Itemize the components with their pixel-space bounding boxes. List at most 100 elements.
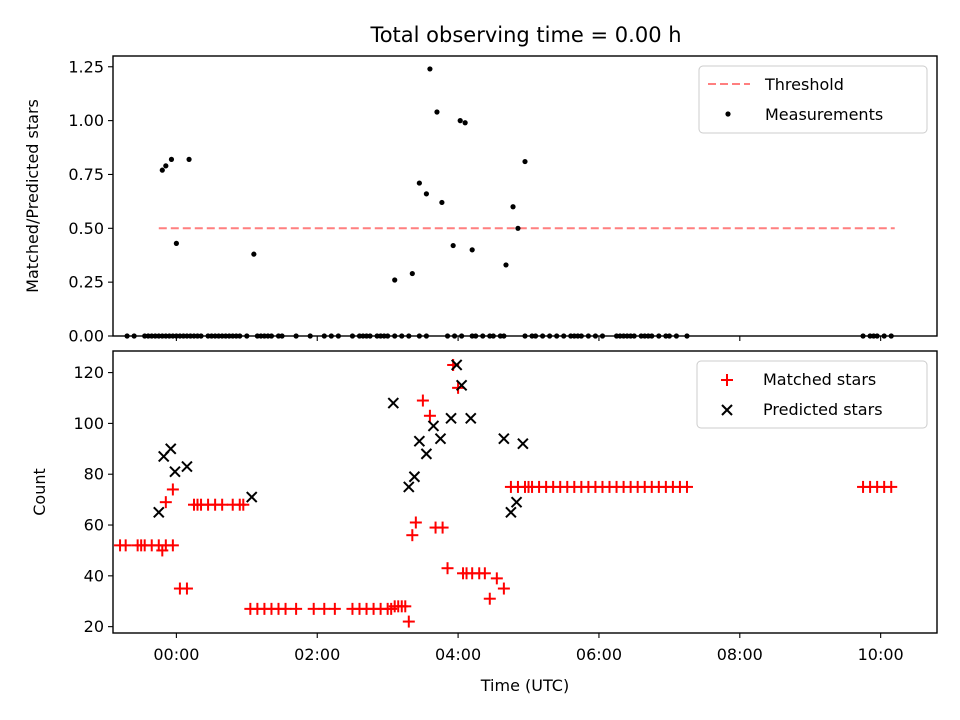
count-plot-frame: [112, 350, 938, 634]
matched-stars-point: [409, 516, 422, 529]
predicted-stars-point: [169, 465, 181, 478]
matched-stars-point: [680, 480, 693, 493]
measurements-point: [451, 333, 458, 339]
count-x-axis: 00:00 02:00 04:00 06:00 08:00 10:00: [153, 633, 904, 664]
count-panel: 20 40 60 80 100 120 00:00 02:00 04:00 06:00 08:00…: [30, 350, 938, 695]
x-tick-label: 00:00: [153, 645, 199, 664]
measurements-point: [335, 333, 341, 339]
predicted-stars-point: [403, 481, 415, 493]
measurements-point: [473, 333, 479, 339]
measurements-point: [268, 333, 275, 339]
measurements-point: [173, 240, 179, 246]
ratio-x-axis: [175, 336, 882, 341]
measurements-point: [321, 333, 327, 339]
ratio-y-tick-label: 1.25: [68, 57, 104, 76]
measurements-point: [349, 333, 356, 339]
predicted-stars-point: [420, 448, 433, 460]
measurements-point: [631, 333, 637, 339]
ratio-y-axis-label: Matched/Predicted stars: [23, 99, 42, 293]
count-y-tick-label: 80: [84, 465, 104, 484]
matched-stars-point: [307, 602, 320, 615]
count-legend-box: [696, 360, 928, 429]
measurements-point: [578, 333, 584, 339]
x-tick-label: 04:00: [435, 645, 481, 664]
measurements-point: [293, 333, 299, 339]
matched-stars-point: [402, 615, 415, 628]
measurements-point: [416, 180, 422, 186]
measurements-point: [860, 333, 866, 339]
measurements-point: [599, 333, 606, 339]
measurements-point: [592, 333, 599, 339]
matched-stars-point: [237, 498, 250, 511]
count-y-tick-label: 120: [73, 363, 104, 382]
measurements-point: [540, 333, 546, 339]
predicted-stars-point: [445, 412, 457, 425]
matched-stars-point: [885, 480, 898, 493]
predicted-stars-point: [455, 379, 468, 392]
measurements-point: [237, 333, 243, 339]
matched-stars-point: [497, 582, 510, 595]
predicted-stars-point: [450, 359, 463, 371]
measurements-point: [673, 333, 680, 339]
measurements-point: [385, 333, 391, 339]
measurements-point: [462, 120, 468, 126]
count-y-tick-label: 60: [84, 516, 104, 535]
matched-stars-point: [328, 602, 341, 615]
measurements-point: [490, 333, 496, 339]
measurements-point: [888, 333, 894, 339]
matched-stars-point: [318, 602, 331, 615]
measurements-legend-swatch: [725, 111, 731, 117]
x-tick-label: 08:00: [717, 645, 763, 664]
matched-stars-point: [166, 539, 179, 552]
measurements-point: [427, 66, 433, 72]
measurements-point: [131, 333, 137, 339]
predicted-legend-label: Predicted stars: [763, 400, 883, 419]
measurements-point: [585, 333, 591, 339]
matched-stars-point: [290, 602, 303, 615]
measurements-point: [198, 333, 204, 339]
measurements-point: [409, 270, 415, 277]
matched-stars-point: [166, 483, 179, 496]
matched-stars-point: [159, 496, 172, 509]
measurements-point: [168, 156, 175, 162]
predicted-stars-point: [165, 443, 177, 455]
measurements-point: [416, 333, 422, 339]
measurements-point: [480, 333, 486, 339]
count-series-layer: [114, 358, 898, 628]
measurements-point: [532, 333, 539, 339]
ratio-y-tick-label: 0.25: [68, 273, 104, 292]
matched-stars-point: [406, 529, 419, 542]
measurements-point: [307, 333, 313, 339]
ratio-y-axis: 0.00 0.25 0.50 0.75 1.00 1.25: [68, 57, 113, 346]
predicted-stars-point: [510, 496, 523, 508]
measurements-point: [522, 158, 528, 165]
predicted-stars-point: [465, 412, 477, 425]
measurements-point: [510, 204, 516, 210]
matched-legend-swatch: [721, 374, 733, 386]
measurements-point: [392, 333, 398, 339]
measurements-point: [547, 333, 553, 339]
measurements-point: [423, 333, 430, 339]
ratio-y-tick-label: 1.00: [68, 111, 104, 130]
measurements-point: [186, 156, 192, 162]
matched-stars-point: [119, 539, 132, 552]
matched-stars-point: [416, 394, 429, 407]
matched-stars-point: [180, 582, 193, 595]
matched-stars-point: [216, 498, 229, 511]
predicted-stars-point: [408, 471, 421, 483]
measurements-point: [406, 333, 412, 339]
predicted-stars-point: [505, 506, 517, 519]
matched-stars-point: [436, 521, 449, 534]
measurements-point: [159, 167, 165, 173]
measurements-point: [163, 163, 169, 169]
count-y-tick-label: 100: [73, 414, 104, 433]
measurements-point: [423, 191, 430, 197]
measurements-legend-label: Measurements: [765, 105, 883, 124]
count-y-tick-label: 40: [84, 566, 104, 585]
ratio-panel: 0.00 0.25 0.50 0.75 1.00 1.25 Matched/Predict…: [23, 55, 938, 346]
measurements-point: [561, 333, 567, 339]
x-tick-label: 06:00: [576, 645, 622, 664]
matched-stars-point: [483, 592, 496, 605]
predicted-legend-swatch: [721, 404, 733, 416]
